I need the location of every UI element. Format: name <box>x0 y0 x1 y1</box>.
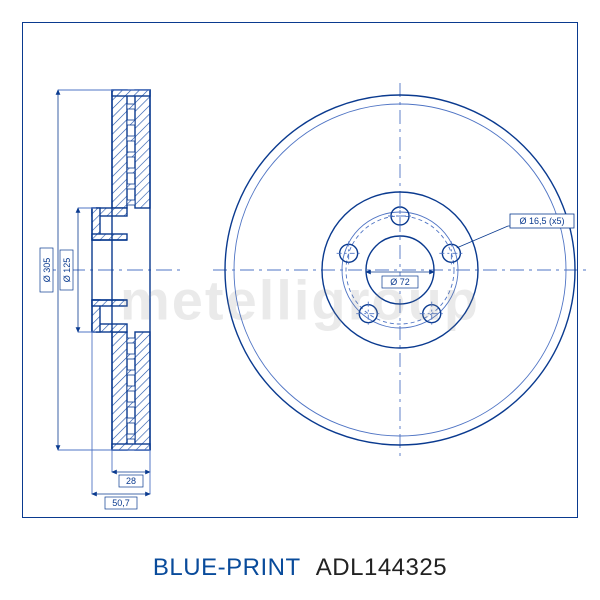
caption: BLUE-PRINT ADL144325 <box>0 554 600 582</box>
part-number: ADL144325 <box>316 554 447 581</box>
drawing-frame <box>22 22 578 518</box>
canvas: metelligroup Ø 16,5 (x5)Ø 72Ø 305Ø 12528… <box>0 0 600 600</box>
brand-label: BLUE-PRINT <box>153 554 301 581</box>
